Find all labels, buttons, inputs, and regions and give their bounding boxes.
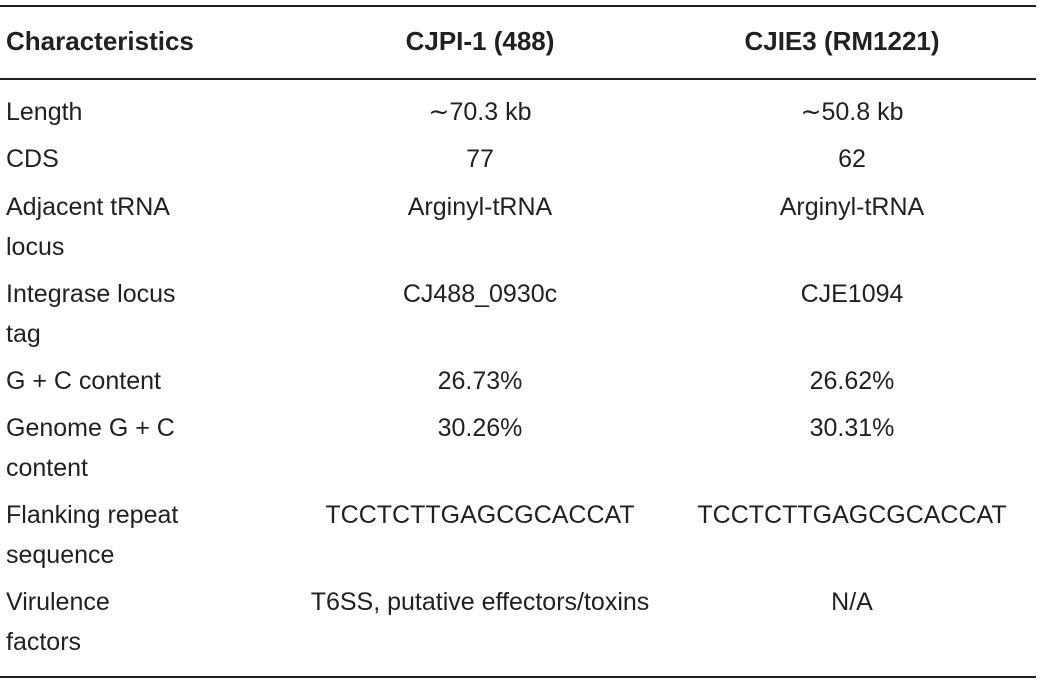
cell-cjpi-1: 26.73%: [437, 367, 523, 395]
row-label-line: Length: [6, 98, 83, 126]
row-label-line: CDS: [6, 145, 59, 173]
row-label-line: sequence: [6, 541, 115, 569]
header-characteristics: Characteristics: [6, 26, 194, 56]
table-top-rule: [0, 5, 1036, 7]
cell-cjie3: 30.31%: [809, 414, 895, 442]
row-label-line: G + C content: [6, 367, 161, 395]
cell-cjpi-1: Arginyl-tRNA: [407, 193, 553, 221]
row-label-line: Integrase locus: [6, 280, 176, 308]
cell-cjie3: ∼50.8 kb: [800, 98, 904, 126]
cell-cjie3: 62: [838, 145, 866, 173]
row-label-line: Flanking repeat: [6, 501, 179, 529]
row-label-line: content: [6, 454, 89, 482]
row-label-line: factors: [6, 628, 82, 656]
row-label: Virulence factors: [6, 582, 246, 662]
row-label-line: tag: [6, 320, 41, 348]
row-label: Adjacent tRNA locus: [6, 187, 246, 267]
header-cjpi-1: CJPI-1 (488): [405, 26, 555, 56]
row-label: Flanking repeat sequence: [6, 495, 246, 575]
row-label: G + C content: [6, 361, 246, 401]
row-label: CDS: [6, 139, 246, 179]
table-header-rule: [0, 78, 1036, 80]
row-label-line: locus: [6, 233, 65, 261]
header-cjie3: CJIE3 (RM1221): [744, 26, 940, 56]
table-bottom-rule: [0, 676, 1036, 678]
row-label-line: Virulence: [6, 588, 110, 616]
cell-cjie3: Arginyl-tRNA: [779, 193, 925, 221]
cell-cjpi-1: 77: [466, 145, 494, 173]
cell-cjie3: CJE1094: [800, 280, 904, 308]
row-label: Length: [6, 92, 246, 132]
row-label-line: Genome G + C: [6, 414, 175, 442]
cell-cjpi-1: T6SS, putative effectors/toxins: [310, 588, 650, 616]
row-label-line: Adjacent tRNA: [6, 193, 170, 221]
cell-cjpi-1: CJ488_0930c: [402, 280, 558, 308]
cell-cjpi-1: 30.26%: [437, 414, 523, 442]
cell-cjpi-1: TCCTCTTGAGCGCACCAT: [325, 501, 635, 529]
cell-cjie3: 26.62%: [809, 367, 895, 395]
row-label: Genome G + C content: [6, 408, 246, 488]
cell-cjpi-1: ∼70.3 kb: [428, 98, 532, 126]
cell-cjie3: TCCTCTTGAGCGCACCAT: [697, 501, 1007, 529]
row-label: Integrase locus tag: [6, 274, 246, 354]
cell-cjie3: N/A: [831, 588, 873, 616]
